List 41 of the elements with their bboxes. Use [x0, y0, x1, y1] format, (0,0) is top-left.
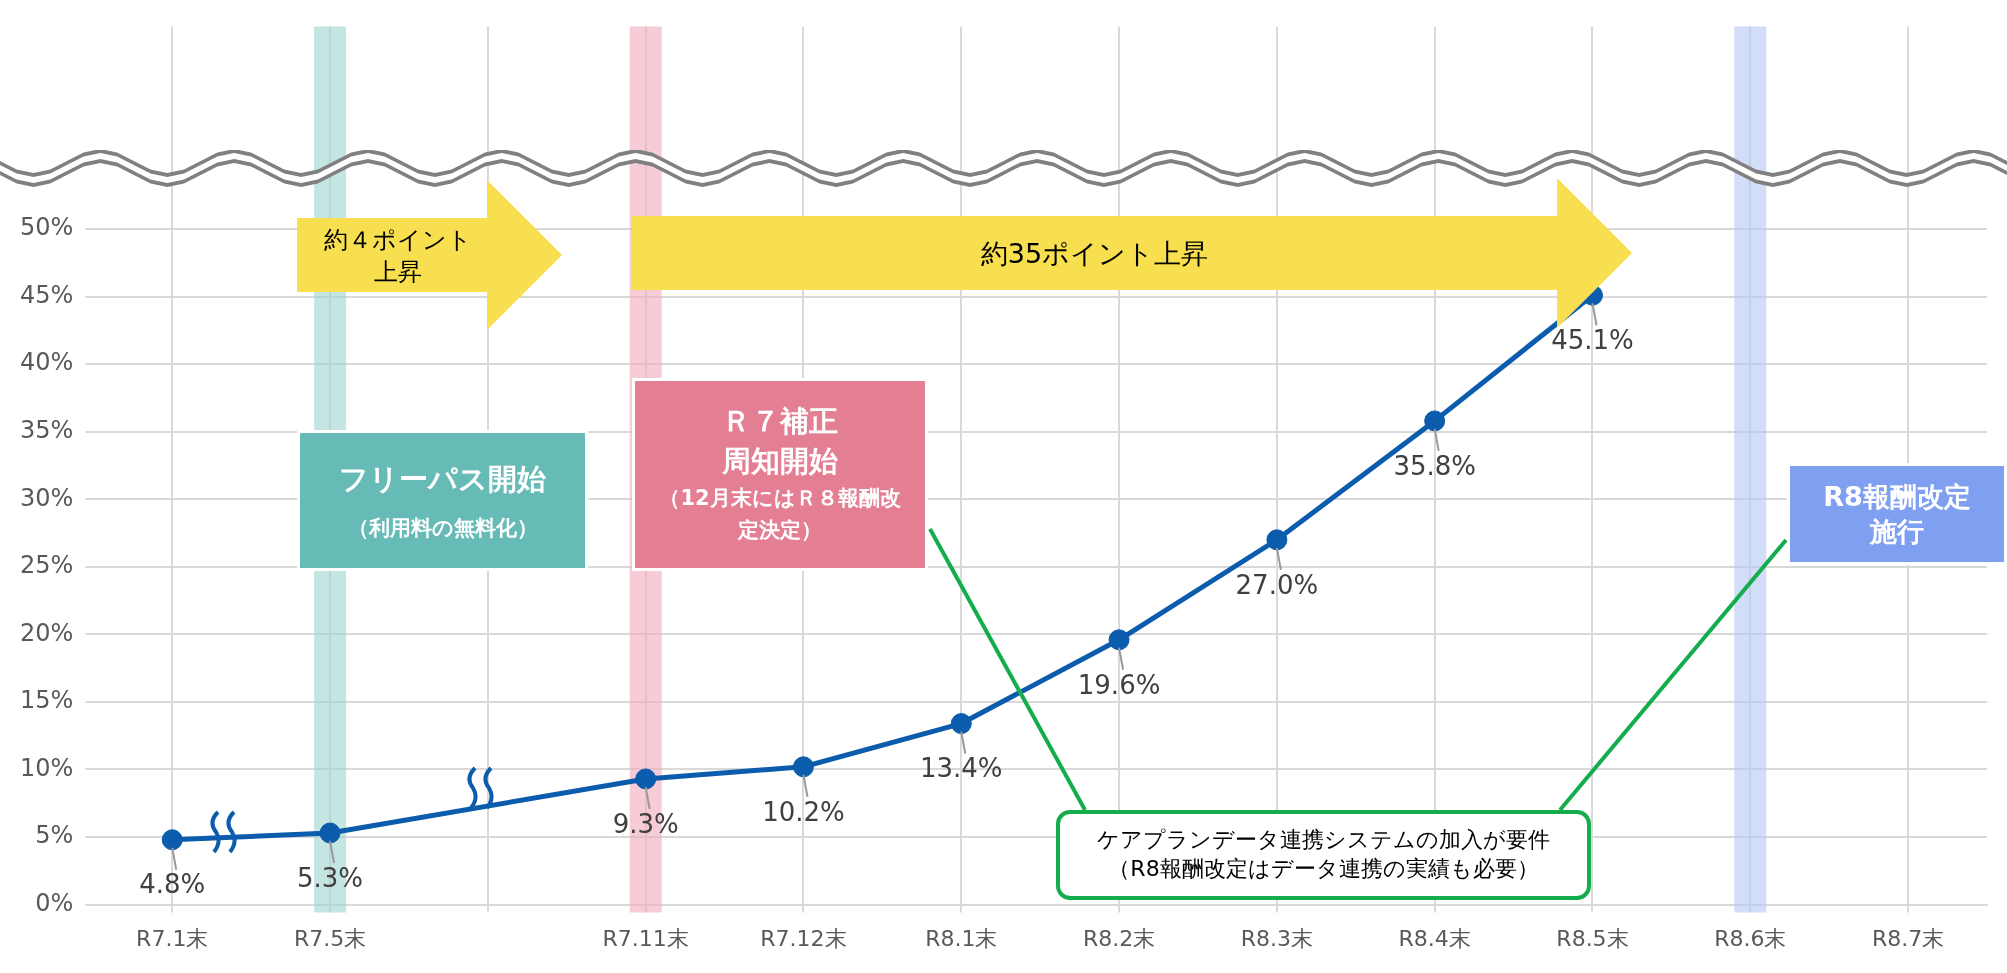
y-tick-label: 0% [35, 888, 74, 917]
data-label: 13.4% [919, 753, 1003, 784]
annotation: 約４ポイント上昇 [323, 224, 473, 288]
x-tick-label: R7.11末 [602, 925, 689, 951]
annotation: フリーパス開始 [338, 460, 547, 498]
x-tick-label: R8.3末 [1240, 925, 1314, 951]
data-label: 45.1% [1551, 325, 1634, 356]
data-label: 19.6% [1077, 669, 1161, 700]
y-tick-label: 15% [20, 686, 74, 715]
annotation: 周知開始 [721, 443, 839, 480]
data-label: 35.8% [1393, 450, 1476, 481]
x-tick-label: R7.1末 [136, 925, 209, 951]
annotation: （利用料の無料化） [346, 514, 539, 542]
y-tick-label: 25% [20, 551, 74, 580]
y-tick-label: 50% [20, 213, 74, 242]
y-tick-label: 35% [20, 415, 74, 444]
x-tick-label: R7.5末 [293, 925, 367, 951]
y-tick-label: 5% [35, 821, 74, 850]
x-tick-label: R8.1末 [925, 925, 998, 951]
annotation: 約35ポイント上昇 [979, 236, 1210, 271]
y-tick-label: 20% [20, 618, 74, 647]
data-label: 5.3% [297, 862, 364, 893]
y-tick-label: 45% [20, 280, 74, 309]
annotation: R8報酬改定施行 [1787, 463, 2007, 565]
annotation: ケアプランデータ連携システムの加入が要件 [1097, 826, 1550, 855]
x-tick-label: R8.6末 [1714, 925, 1787, 951]
annotation: （R8報酬改定はデータ連携の実績も必要） [1108, 855, 1539, 883]
x-tick-label: R8.2末 [1082, 925, 1156, 951]
annotation: Ｒ７補正 [721, 402, 839, 439]
y-tick-label: 10% [20, 753, 74, 782]
y-tick-label: 40% [20, 348, 74, 377]
data-label: 9.3% [612, 808, 679, 839]
x-tick-label: R8.7末 [1871, 925, 1945, 951]
data-label: 10.2% [762, 796, 845, 827]
data-label: 4.8% [139, 869, 206, 900]
y-tick-label: 30% [20, 483, 74, 512]
annotation: （12月末にはＲ８報酬改定決定） [658, 485, 902, 544]
x-tick-label: R8.4末 [1398, 925, 1471, 951]
x-tick-label: R8.5末 [1556, 925, 1629, 951]
data-label: 27.0% [1235, 569, 1319, 600]
x-tick-label: R7.12末 [760, 925, 847, 951]
